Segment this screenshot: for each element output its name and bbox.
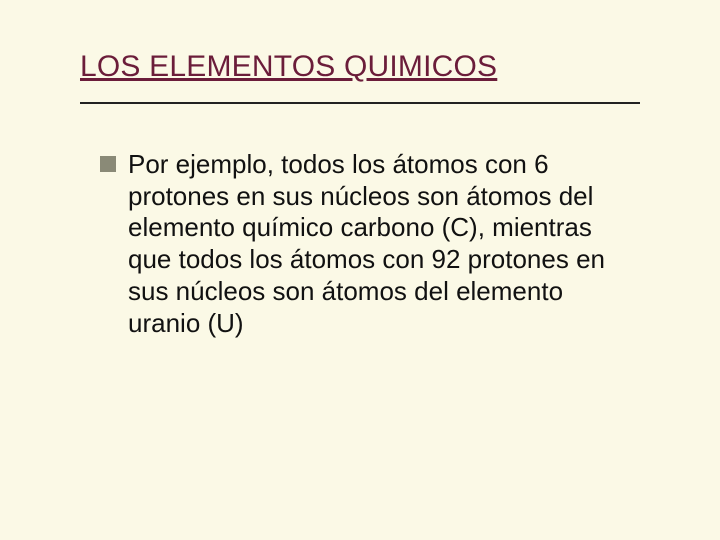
- body-list: Por ejemplo, todos los átomos con 6 prot…: [80, 149, 640, 339]
- list-item-text: Por ejemplo, todos los átomos con 6 prot…: [128, 149, 605, 338]
- square-bullet-icon: [100, 156, 116, 172]
- slide: LOS ELEMENTOS QUIMICOS Por ejemplo, todo…: [0, 0, 720, 540]
- title-divider: [80, 102, 640, 104]
- slide-title: LOS ELEMENTOS QUIMICOS: [80, 50, 640, 84]
- list-item: Por ejemplo, todos los átomos con 6 prot…: [100, 149, 640, 339]
